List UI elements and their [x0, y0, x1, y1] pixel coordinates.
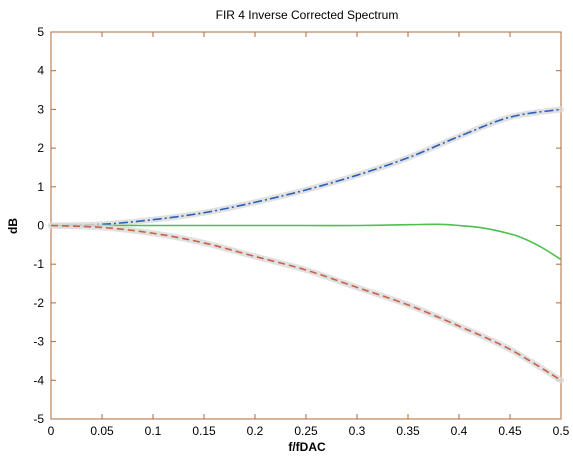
x-tick-label: 0: [48, 424, 55, 438]
y-tick-label: 1: [37, 180, 44, 194]
x-tick-label: 0.3: [349, 424, 366, 438]
series-line-1: [50, 108, 562, 227]
y-tick-label: 3: [37, 102, 44, 116]
series-line-3: [50, 224, 562, 381]
x-ticks: 0 0.05 0.1 0.15 0.2 0.25 0.3 0.35 0.4 0.45 0.5: [48, 32, 570, 438]
y-tick-label: 2: [37, 141, 44, 155]
series-layer: [48, 106, 564, 384]
y-tick-label: 5: [37, 25, 44, 39]
y-tick-label: -1: [33, 257, 44, 271]
y-axis-label: dB: [6, 218, 20, 234]
y-tick-label: 4: [37, 64, 44, 78]
x-tick-label: 0.2: [247, 424, 264, 438]
y-tick-label: 0: [37, 219, 44, 233]
x-tick-label: 0.15: [192, 424, 216, 438]
x-axis-label: f/fDAC: [288, 440, 326, 454]
y-tick-label: -2: [33, 296, 44, 310]
x-tick-label: 0.5: [553, 424, 570, 438]
x-tick-label: 0.05: [90, 424, 114, 438]
chart-title: FIR 4 Inverse Corrected Spectrum: [216, 8, 399, 22]
x-tick-label: 0.4: [451, 424, 468, 438]
x-tick-label: 0.1: [145, 424, 162, 438]
y-tick-label: -5: [33, 412, 44, 426]
x-tick-label: 0.35: [396, 424, 420, 438]
y-tick-label: -3: [33, 335, 44, 349]
x-tick-label: 0.25: [294, 424, 318, 438]
y-tick-label: -4: [33, 373, 44, 387]
series-line-2: [50, 223, 562, 261]
y-ticks: 5 4 3 2 1 0 -1 -2 -3 -4 -5: [33, 25, 561, 426]
x-tick-label: 0.45: [498, 424, 522, 438]
